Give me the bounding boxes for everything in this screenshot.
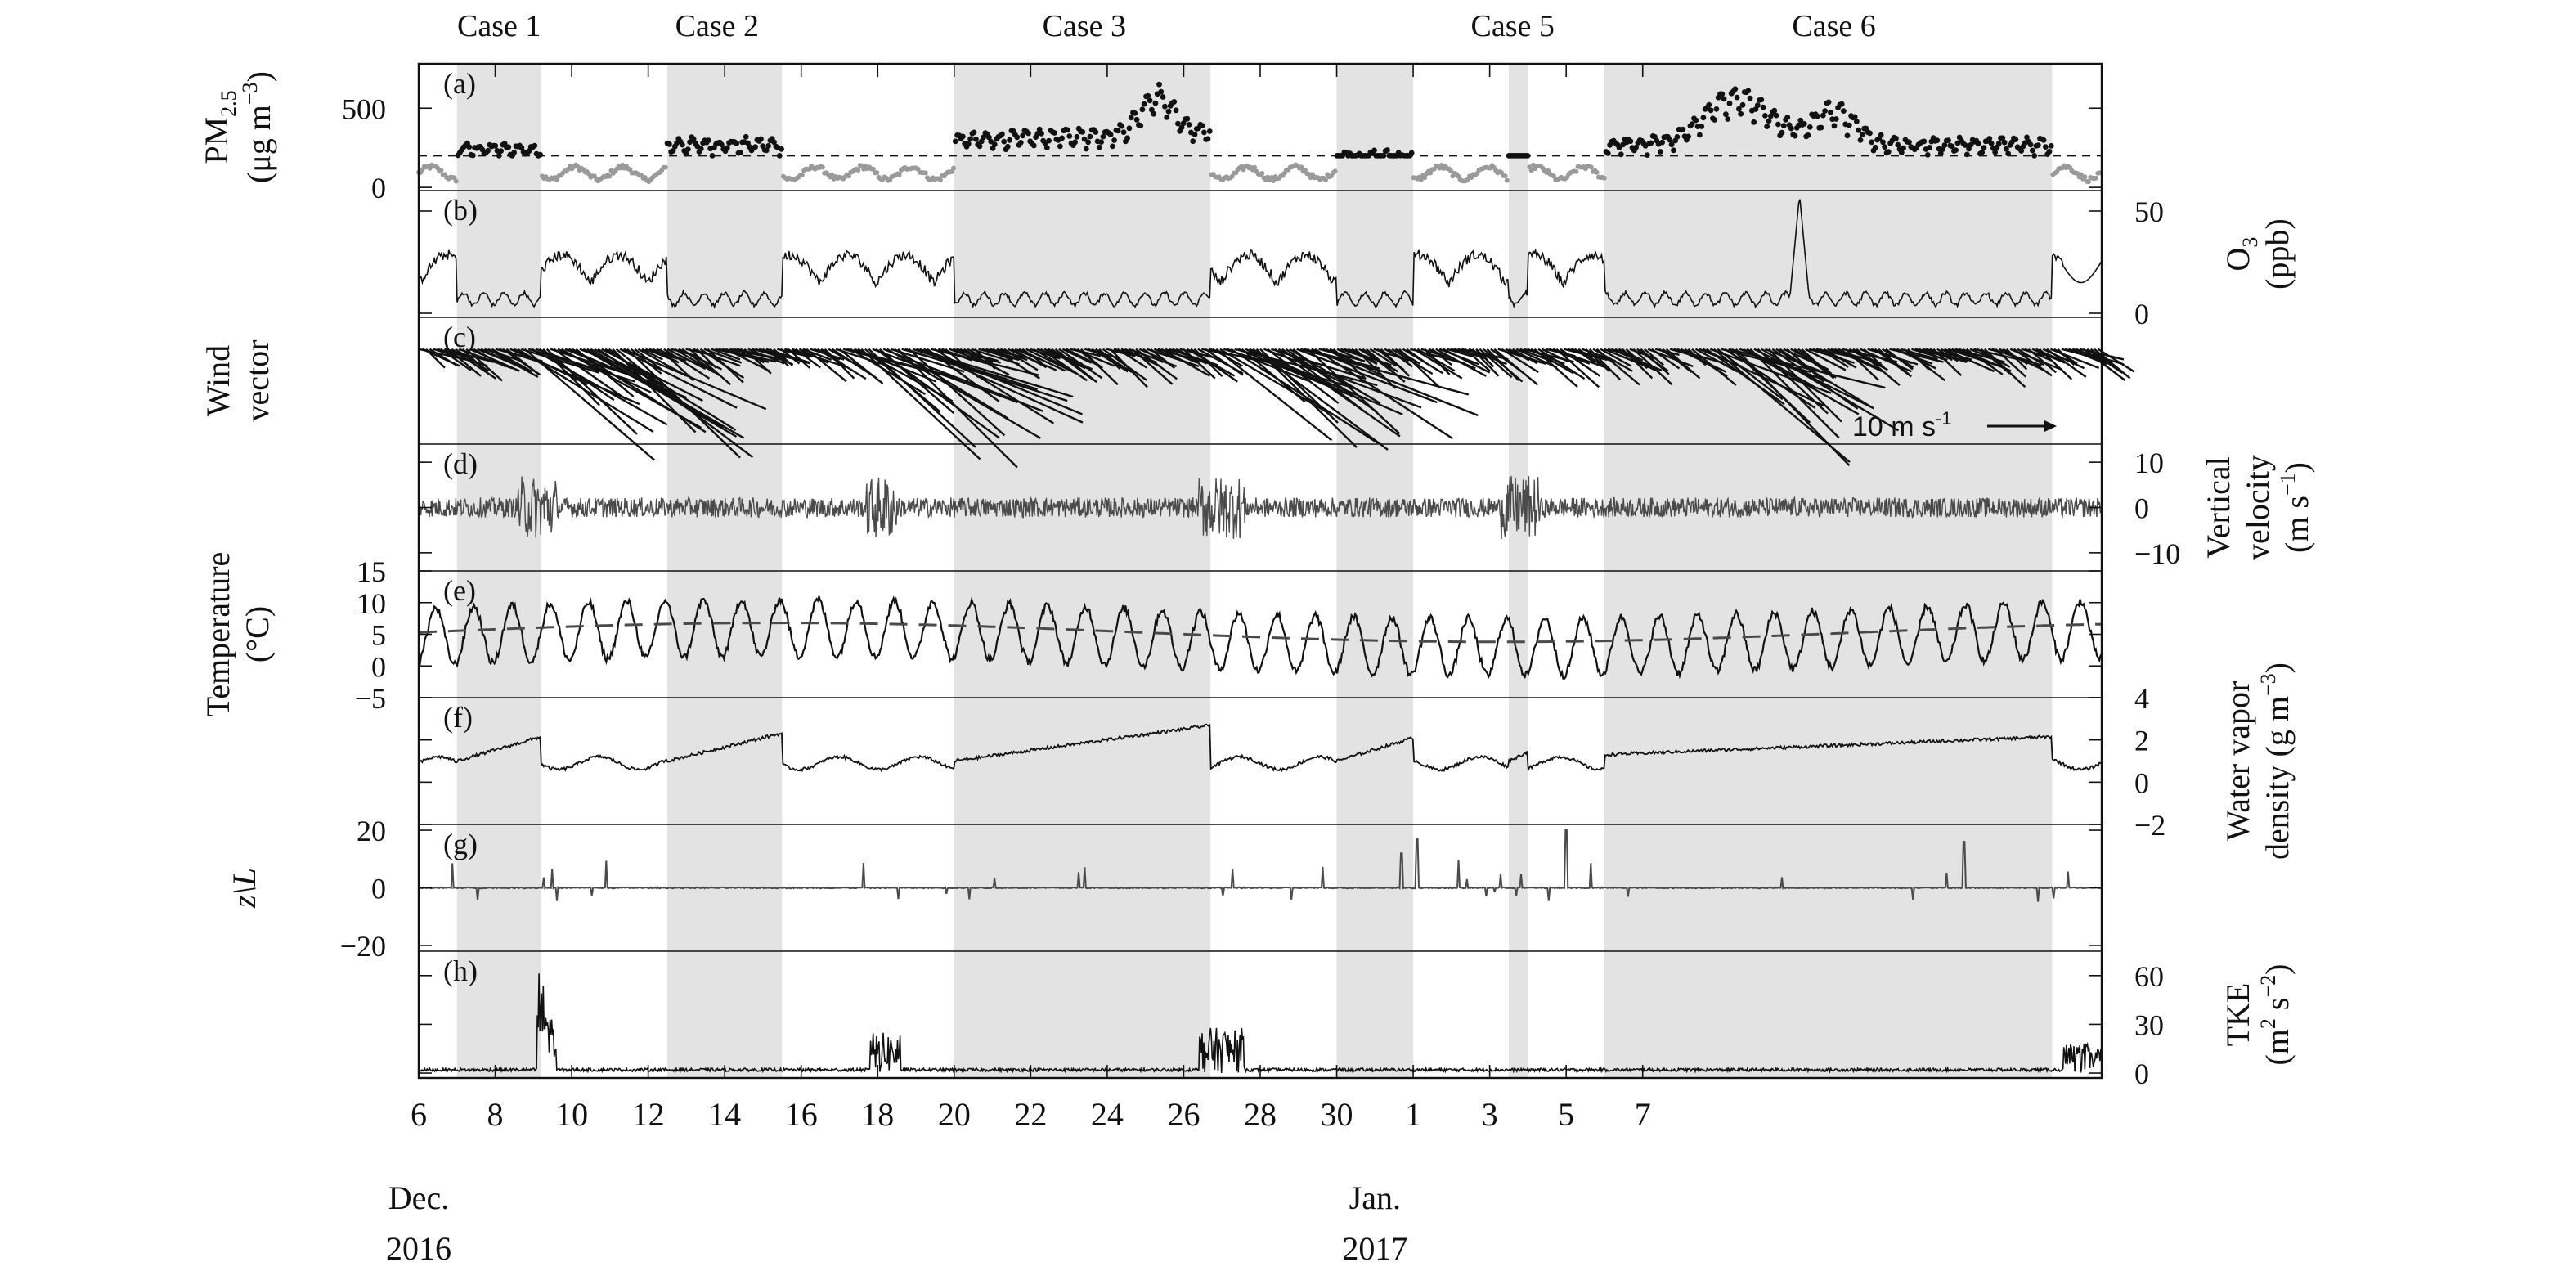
- ytick-label-b-1: 50: [2134, 195, 2164, 228]
- xtick-label-11: 28: [1244, 1096, 1277, 1133]
- temperature-series: [418, 594, 2103, 680]
- panel-frames-layer: [417, 62, 2103, 1080]
- ylabel-e: Temperature(°C): [200, 552, 276, 717]
- ylabel-h: TKE(m2 s−2): [2219, 963, 2296, 1065]
- panel-tag-h: (h): [443, 954, 478, 987]
- wind-scale-arrowhead: [2044, 420, 2057, 432]
- ytick-label-g-1: 0: [371, 873, 386, 905]
- xtick-label-2: 10: [555, 1096, 588, 1133]
- ytick-label-a-0: 0: [371, 172, 386, 204]
- case-label-2: Case 2: [675, 9, 759, 43]
- ytick-label-e-3: 0: [371, 650, 386, 683]
- o3-series: [418, 199, 2103, 309]
- pm25-polluted-dots: [455, 81, 2054, 159]
- xtick-label-5: 16: [785, 1096, 818, 1133]
- case-label-3: Case 3: [1043, 9, 1126, 43]
- ytick-label-f-0: 4: [2134, 682, 2149, 715]
- xtick-label-1: 8: [487, 1096, 504, 1133]
- ytick-label-e-1: 10: [357, 587, 386, 620]
- ylabel-b: O3(ppb): [2219, 218, 2296, 290]
- ytick-label-a-1: 500: [342, 92, 386, 125]
- xtick-label-15: 5: [1558, 1096, 1574, 1133]
- series-layer: [416, 81, 2135, 1075]
- ylabel-c: Windvector: [200, 340, 276, 422]
- xtick-label-13: 1: [1405, 1096, 1421, 1133]
- ytick-label-g-2: −20: [340, 930, 386, 963]
- xtick-label-9: 24: [1091, 1096, 1124, 1133]
- month-label-1: Jan.: [1349, 1179, 1401, 1216]
- xtick-label-12: 30: [1321, 1096, 1353, 1133]
- xtick-label-16: 7: [1635, 1096, 1651, 1133]
- xtick-label-8: 22: [1014, 1096, 1047, 1133]
- xtick-label-14: 3: [1482, 1096, 1498, 1133]
- ylabel-f: Water vapordensity (g m−3): [2219, 662, 2296, 860]
- panel-tag-g: (g): [443, 828, 478, 860]
- case-label-1: Case 1: [457, 9, 541, 43]
- ytick-label-f-3: −2: [2134, 809, 2165, 842]
- panel-tag-e: (e): [443, 574, 476, 607]
- ytick-label-b-0: 0: [2134, 298, 2149, 330]
- panel-tag-b: (b): [443, 194, 478, 227]
- ylabel-g: z\L: [226, 868, 263, 909]
- panel-tag-f: (f): [443, 701, 473, 734]
- ytick-label-g-0: 20: [357, 815, 386, 847]
- xtick-label-4: 14: [708, 1096, 741, 1133]
- ytick-label-h-1: 30: [2134, 1008, 2164, 1041]
- ytick-label-e-2: 5: [371, 619, 386, 652]
- labels-layer: Case 1 Case 2 Case 3 Case 5 Case 6(a)0500PM2…: [198, 9, 2315, 1267]
- wind-vectors: [418, 348, 2135, 469]
- year-label-0: 2016: [386, 1230, 451, 1267]
- water-vapor-series: [418, 723, 2103, 773]
- case-label-5: Case 6: [1792, 9, 1875, 43]
- ytick-label-f-2: 0: [2134, 766, 2149, 799]
- xtick-label-3: 12: [632, 1096, 665, 1133]
- case-label-4: Case 5: [1471, 9, 1555, 43]
- panel-tag-d: (d): [443, 447, 478, 480]
- vertical-velocity-series: [418, 475, 2103, 540]
- pm25-clean-dots: [416, 162, 2103, 185]
- panel-tag-c: (c): [443, 321, 476, 353]
- panel-tag-a: (a): [443, 67, 476, 100]
- zL-series: [418, 829, 2103, 902]
- ytick-label-f-1: 2: [2134, 725, 2149, 757]
- xtick-label-6: 18: [861, 1096, 894, 1133]
- xtick-label-0: 6: [411, 1096, 427, 1133]
- ylabel-d: Verticalvelocity(m s−1): [2200, 455, 2315, 560]
- xtick-label-7: 20: [938, 1096, 971, 1133]
- ytick-label-d-2: −10: [2134, 537, 2180, 570]
- month-label-0: Dec.: [388, 1179, 449, 1216]
- ylabel-a: PM2.5(μg m−3): [198, 71, 277, 183]
- temperature-mean-dashed: [418, 622, 2102, 644]
- year-label-1: 2017: [1342, 1230, 1407, 1267]
- ytick-label-e-0: 15: [357, 555, 386, 588]
- ytick-label-h-0: 60: [2134, 960, 2164, 993]
- ytick-label-d-1: 0: [2134, 492, 2149, 525]
- ytick-label-d-0: 10: [2134, 447, 2164, 479]
- xtick-label-10: 26: [1167, 1096, 1200, 1133]
- wind-scale-label: 10 m s-1: [1852, 408, 1952, 442]
- ytick-label-e-4: −5: [355, 682, 386, 715]
- ytick-label-h-2: 0: [2134, 1058, 2149, 1090]
